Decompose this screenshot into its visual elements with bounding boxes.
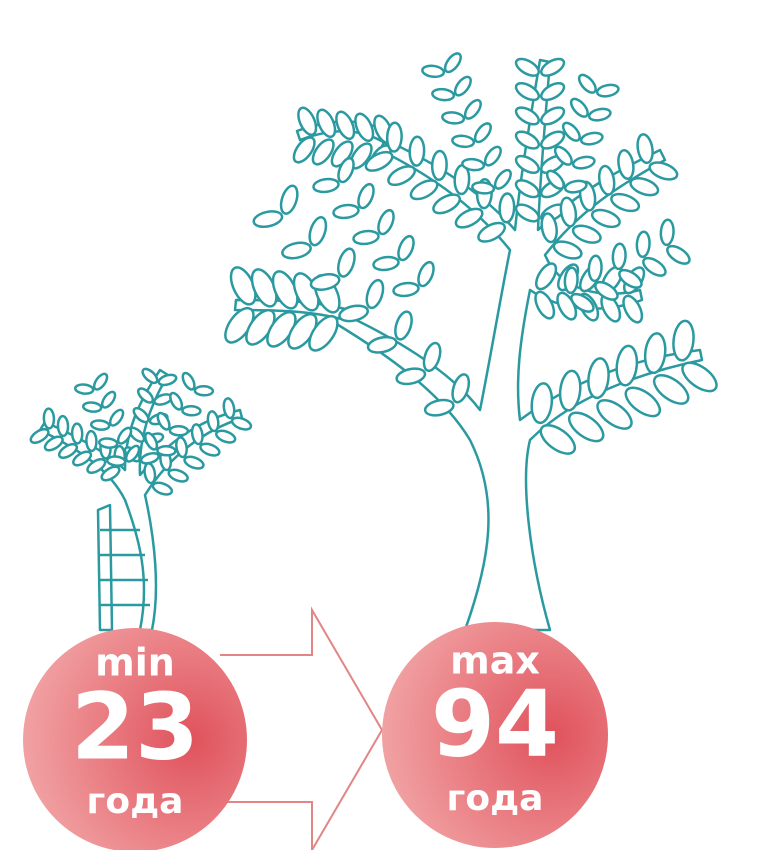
leaf xyxy=(252,209,283,229)
leaf xyxy=(278,184,300,216)
leaf xyxy=(552,238,584,262)
trees xyxy=(29,51,722,630)
leaf xyxy=(664,243,692,267)
leaf xyxy=(373,256,400,272)
leaf xyxy=(590,207,622,231)
leaf xyxy=(462,98,484,122)
leaf xyxy=(182,406,200,416)
leaf xyxy=(83,402,102,413)
leaf xyxy=(422,65,445,78)
leaf xyxy=(167,467,189,483)
infographic: min 23 года max 94 года xyxy=(0,0,782,850)
leaf xyxy=(364,278,386,310)
leaf xyxy=(580,131,603,146)
leaf xyxy=(564,267,578,293)
leaf xyxy=(452,135,475,148)
leaf xyxy=(647,159,679,183)
leaf xyxy=(99,438,118,449)
leaf xyxy=(386,163,418,189)
leaf xyxy=(58,416,69,436)
leaf xyxy=(91,420,110,431)
leaf xyxy=(513,56,541,80)
badge-value: 23 xyxy=(71,673,199,780)
leaf xyxy=(539,56,567,80)
leaf xyxy=(421,341,443,373)
leaf xyxy=(307,215,329,247)
leaf xyxy=(571,222,603,246)
leaf xyxy=(432,88,455,101)
leaf xyxy=(452,74,474,98)
leaf xyxy=(576,72,598,95)
leaf xyxy=(609,191,641,215)
leaf xyxy=(72,423,83,443)
leaf xyxy=(151,480,173,496)
leaf xyxy=(499,193,514,222)
leaf xyxy=(442,51,464,75)
leaf xyxy=(492,168,514,192)
badge-unit: года xyxy=(447,778,544,819)
leaf xyxy=(199,441,221,457)
leaf xyxy=(587,357,611,399)
leaf xyxy=(170,426,188,436)
leaf xyxy=(568,96,590,119)
leaf xyxy=(453,205,485,231)
leaf xyxy=(352,111,377,143)
leaf xyxy=(108,408,126,428)
leaf xyxy=(482,144,504,168)
leaf xyxy=(472,121,494,145)
leaf xyxy=(281,240,312,260)
leaf xyxy=(353,230,380,246)
leaf xyxy=(75,384,94,395)
leaf xyxy=(572,155,595,170)
leaf xyxy=(596,83,619,98)
badge-unit: года xyxy=(87,781,184,822)
leaf xyxy=(588,107,611,122)
leaf xyxy=(392,310,414,342)
leaf xyxy=(408,177,440,203)
leaf xyxy=(612,243,626,269)
max-badge: max 94 года xyxy=(382,622,608,848)
leaf xyxy=(395,234,416,262)
leaf xyxy=(100,390,118,410)
leaf xyxy=(333,204,360,220)
min-badge: min 23 года xyxy=(23,628,247,850)
leaf xyxy=(338,303,369,323)
leaf xyxy=(588,255,602,281)
leaf xyxy=(660,219,674,245)
leaf xyxy=(230,415,252,431)
leaf xyxy=(140,366,159,385)
leaf xyxy=(92,372,110,392)
leaf xyxy=(180,371,196,391)
leaf xyxy=(333,109,358,141)
leaf xyxy=(155,411,171,431)
leaf xyxy=(183,454,205,470)
leaf xyxy=(375,208,396,236)
leaf xyxy=(415,260,436,288)
leaf xyxy=(409,137,424,166)
leaf xyxy=(157,446,175,456)
leaf xyxy=(432,151,447,180)
leaf xyxy=(636,133,655,164)
leaf xyxy=(628,175,660,199)
leaf xyxy=(387,122,402,151)
leaf xyxy=(313,178,340,194)
leaf xyxy=(355,182,376,210)
leaf xyxy=(86,431,97,451)
leaf xyxy=(442,111,465,124)
leaf xyxy=(393,282,420,298)
leaf xyxy=(168,391,184,411)
leaf xyxy=(107,456,126,467)
leaf xyxy=(558,370,582,412)
leaf xyxy=(215,428,237,444)
leaf xyxy=(615,345,639,387)
leaf xyxy=(195,386,213,396)
leaf xyxy=(636,231,650,257)
badge-value: 94 xyxy=(431,670,559,777)
leaf xyxy=(431,191,463,217)
leaf xyxy=(44,408,55,428)
leaf xyxy=(335,247,357,279)
